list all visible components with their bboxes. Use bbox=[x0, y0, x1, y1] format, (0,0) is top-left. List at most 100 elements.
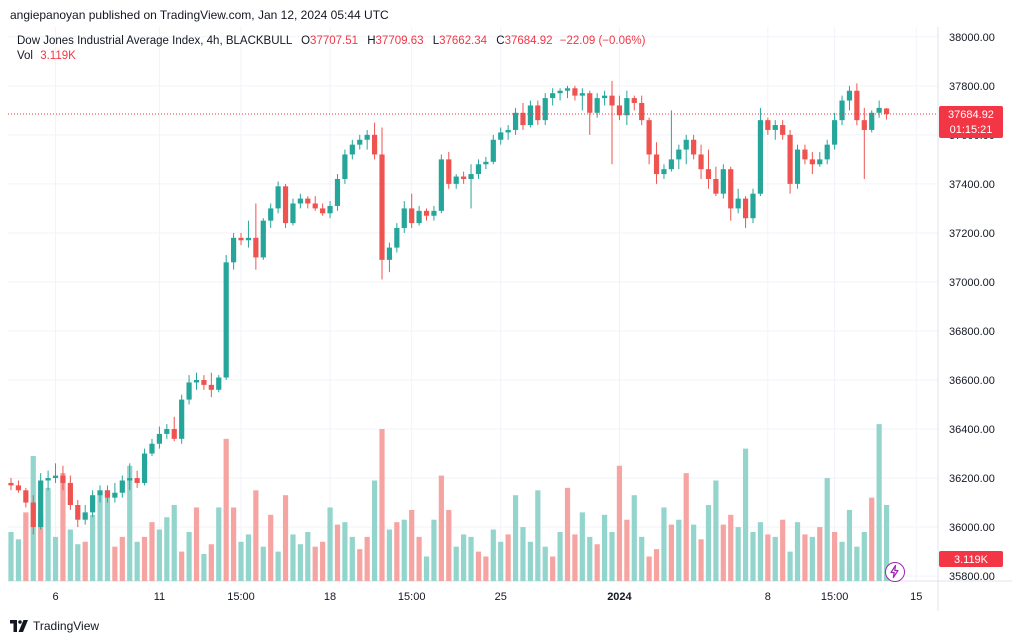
x-tick-label: 2024 bbox=[607, 591, 632, 603]
volume-bar bbox=[468, 536, 474, 581]
candle-body bbox=[542, 98, 548, 121]
volume-bar bbox=[297, 544, 303, 581]
x-tick-label: 11 bbox=[154, 591, 165, 603]
volume-bar bbox=[564, 487, 571, 581]
legend-symbol[interactable]: Dow Jones Industrial Average Index, 4h, … bbox=[17, 35, 292, 47]
candle-body bbox=[52, 475, 59, 479]
volume-bar bbox=[156, 529, 162, 581]
tradingview-logo-icon[interactable] bbox=[10, 620, 28, 632]
candle-body bbox=[127, 478, 133, 481]
volume-bar bbox=[364, 536, 370, 581]
candle-body bbox=[223, 262, 229, 378]
volume-bar bbox=[8, 531, 14, 581]
volume-bar bbox=[869, 497, 875, 581]
chart-area[interactable]: 38000.0037800.0037600.0037400.0037200.00… bbox=[8, 27, 1012, 611]
candle-body bbox=[334, 178, 341, 206]
volume-bar bbox=[416, 536, 422, 581]
candle-body bbox=[468, 174, 474, 179]
volume-bar bbox=[631, 495, 637, 581]
volume-bar bbox=[572, 534, 578, 581]
volume-bar bbox=[438, 475, 444, 581]
publisher-line: angiepanoyan published on TradingView.co… bbox=[10, 8, 389, 22]
candle-body bbox=[379, 154, 385, 260]
x-tick-label: 18 bbox=[324, 591, 336, 603]
candle-body bbox=[787, 134, 793, 184]
volume-bar bbox=[90, 514, 96, 581]
price-tag-box bbox=[939, 106, 1003, 139]
volume-bar bbox=[794, 522, 801, 581]
volume-bar bbox=[423, 556, 430, 581]
candle-body bbox=[883, 108, 890, 115]
x-tick-label: 15:00 bbox=[398, 591, 426, 603]
volume-bar bbox=[550, 556, 556, 581]
legend-close-value: 37684.92 bbox=[504, 35, 553, 47]
volume-bar bbox=[483, 556, 489, 581]
footer-brand[interactable]: TradingView bbox=[33, 619, 100, 633]
candle-body bbox=[624, 98, 630, 116]
candle-body bbox=[386, 247, 393, 260]
y-tick-label: 36800.00 bbox=[949, 326, 995, 338]
volume-bar bbox=[587, 536, 593, 581]
legend-volume-label[interactable]: Vol bbox=[17, 50, 33, 62]
volume-bar bbox=[646, 556, 652, 581]
lightning-icon[interactable] bbox=[885, 562, 905, 582]
candle-body bbox=[290, 203, 296, 224]
y-tick-label: 36200.00 bbox=[949, 473, 995, 485]
legend-volume-row: Vol 3.119K bbox=[17, 49, 645, 64]
candle-body bbox=[505, 129, 511, 133]
candle-body bbox=[208, 384, 214, 390]
x-tick-label: 25 bbox=[495, 591, 507, 603]
volume-bar bbox=[141, 536, 148, 581]
volume-bar bbox=[75, 544, 81, 581]
candle-body bbox=[661, 169, 667, 175]
volume-bar bbox=[260, 546, 266, 581]
legend-close-label: C bbox=[496, 35, 505, 47]
candle-body bbox=[297, 198, 303, 204]
volume-bar bbox=[446, 509, 452, 581]
y-tick-label: 36600.00 bbox=[949, 375, 995, 387]
volume-bar bbox=[305, 531, 311, 581]
volume-bar bbox=[676, 519, 682, 581]
candle-body bbox=[757, 120, 764, 194]
volume-bar bbox=[193, 507, 200, 581]
candle-body bbox=[446, 159, 452, 184]
volume-bar bbox=[475, 551, 482, 581]
volume-bar bbox=[728, 514, 734, 581]
candle-body bbox=[15, 485, 22, 491]
volume-bar bbox=[624, 519, 630, 581]
candle-body bbox=[772, 125, 778, 130]
candle-body bbox=[171, 429, 177, 439]
volume-bar bbox=[735, 527, 741, 581]
volume-bar bbox=[15, 539, 22, 581]
candle-body bbox=[90, 495, 96, 513]
candle-body bbox=[216, 377, 222, 390]
legend-low-label: L bbox=[432, 35, 440, 47]
candle-body bbox=[594, 98, 600, 113]
candle-body bbox=[742, 198, 749, 219]
candle-body bbox=[579, 93, 585, 96]
candle-body bbox=[861, 120, 867, 130]
volume-bar bbox=[149, 522, 155, 581]
candle-body bbox=[149, 443, 155, 454]
candle-body bbox=[186, 382, 192, 400]
volume-bar bbox=[179, 551, 185, 581]
volume-bar bbox=[119, 536, 125, 581]
candle-body bbox=[713, 178, 719, 194]
candle-body bbox=[646, 120, 652, 155]
candle-body bbox=[780, 125, 786, 135]
candle-body bbox=[231, 237, 237, 263]
candle-body bbox=[245, 237, 252, 241]
chart-svg[interactable]: 38000.0037800.0037600.0037400.0037200.00… bbox=[8, 27, 1012, 611]
volume-bar bbox=[453, 546, 459, 581]
legend-high-label: H bbox=[367, 35, 376, 47]
candle-body bbox=[824, 144, 830, 160]
volume-bar bbox=[772, 536, 778, 581]
volume-bar bbox=[579, 512, 585, 581]
volume-bar bbox=[490, 529, 496, 581]
volume-bar bbox=[320, 541, 326, 581]
y-tick-label: 38000.00 bbox=[949, 32, 995, 44]
volume-bar bbox=[290, 534, 296, 581]
candle-body bbox=[349, 144, 355, 155]
price-tag-value: 37684.92 bbox=[948, 109, 994, 121]
volume-bar bbox=[23, 512, 29, 581]
